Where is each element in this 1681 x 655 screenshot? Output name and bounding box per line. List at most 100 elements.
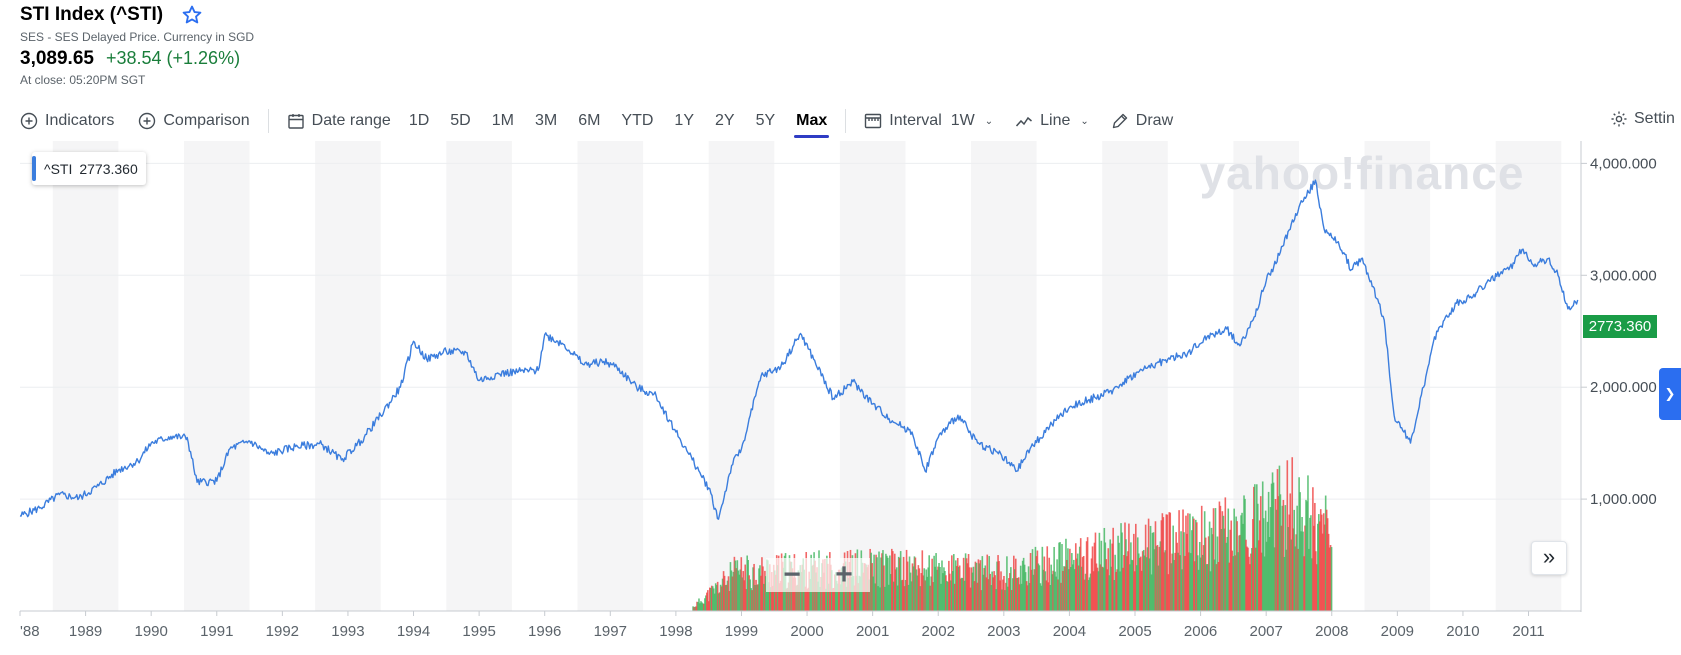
volume-bar <box>1254 484 1256 611</box>
range-3m[interactable]: 3M <box>534 112 558 129</box>
expand-panel-button[interactable]: ❯ <box>1659 368 1681 420</box>
volume-bar <box>1123 555 1125 611</box>
volume-bar <box>817 581 819 611</box>
range-ytd[interactable]: YTD <box>621 112 654 129</box>
volume-bar <box>1073 559 1075 611</box>
volume-bar <box>697 602 699 611</box>
volume-bar <box>940 583 942 611</box>
volume-bar <box>941 560 943 611</box>
volume-bar <box>1322 513 1325 611</box>
range-1d[interactable]: 1D <box>408 112 430 129</box>
volume-bar <box>992 577 994 611</box>
volume-bar <box>1037 563 1040 611</box>
volume-bar <box>1140 570 1143 611</box>
volume-bar <box>1207 536 1210 611</box>
volume-bar <box>900 580 903 611</box>
volume-bar <box>888 584 890 611</box>
volume-bar <box>1274 499 1277 611</box>
volume-bar <box>1004 590 1006 611</box>
volume-bar <box>1307 475 1309 611</box>
draw-label: Draw <box>1135 112 1174 129</box>
range-1m[interactable]: 1M <box>491 112 514 129</box>
volume-bar <box>1155 546 1158 611</box>
volume-bar <box>1130 542 1132 611</box>
volume-bar <box>889 555 891 611</box>
volume-bar <box>758 568 760 611</box>
volume-bar <box>1063 566 1065 611</box>
volume-bar <box>932 582 934 611</box>
volume-bar <box>1312 487 1314 611</box>
volume-bar <box>870 552 872 611</box>
volume-bar <box>706 592 708 611</box>
volume-bar <box>915 569 918 611</box>
date-range-button[interactable]: Date range <box>287 112 391 130</box>
volume-bar <box>1035 556 1038 611</box>
volume-bar <box>733 556 736 611</box>
zoom-in-button[interactable]: + <box>835 558 853 591</box>
volume-bar <box>970 567 973 611</box>
volume-bar <box>1160 520 1163 611</box>
volume-bar <box>845 586 848 611</box>
volume-bar <box>950 580 952 611</box>
volume-bar <box>693 607 695 611</box>
volume-bar <box>1324 495 1327 611</box>
chart-type-button[interactable]: Line ⌄ <box>1015 112 1089 130</box>
volume-bar <box>714 583 717 611</box>
range-max[interactable]: Max <box>794 112 830 138</box>
comparison-button[interactable]: Comparison <box>138 112 250 130</box>
volume-bar <box>885 553 887 611</box>
range-1y[interactable]: 1Y <box>674 112 694 129</box>
volume-bar <box>1085 541 1088 611</box>
volume-bar <box>1264 510 1267 611</box>
volume-bar <box>1240 515 1242 611</box>
volume-bar <box>1094 532 1097 611</box>
indicators-button[interactable]: Indicators <box>20 112 114 130</box>
volume-bar <box>1314 502 1316 611</box>
volume-bar <box>1057 579 1059 611</box>
last-price-tag: 2773.360 <box>1583 315 1657 338</box>
y-axis-labels: 1,000.000 2,000.000 3,000.000 4,000.000 <box>1581 155 1657 508</box>
volume-bar <box>1168 512 1171 611</box>
volume-bar <box>787 582 790 611</box>
volume-bar <box>1294 546 1296 611</box>
volume-bar <box>886 555 888 611</box>
double-chevron-right-icon: » <box>1542 544 1556 569</box>
volume-bar <box>1031 549 1034 611</box>
volume-bar <box>1097 571 1100 611</box>
volume-bar <box>736 560 739 611</box>
interval-button[interactable]: Interval 1W ⌄ <box>864 112 993 130</box>
volume-bar <box>1058 542 1060 611</box>
volume-bar <box>1256 484 1258 611</box>
star-icon[interactable] <box>181 4 203 26</box>
volume-bar <box>1308 548 1310 611</box>
volume-bar <box>807 587 809 611</box>
volume-bar <box>1285 549 1288 611</box>
range-5d[interactable]: 5D <box>450 112 471 129</box>
indicators-label: Indicators <box>45 112 115 129</box>
close-time: At close: 05:20PM SGT <box>20 73 146 87</box>
x-tick-label: 1991 <box>200 623 233 640</box>
volume-bar <box>923 568 926 611</box>
volume-bar <box>1162 517 1165 611</box>
volume-bar <box>1317 514 1320 611</box>
settings-button[interactable]: Settin <box>1610 110 1675 128</box>
draw-button[interactable]: Draw <box>1111 112 1173 130</box>
volume-bar <box>966 563 969 611</box>
volume-bar <box>1023 564 1026 611</box>
range-6m[interactable]: 6M <box>578 112 601 129</box>
range-2y[interactable]: 2Y <box>715 112 735 129</box>
volume-bar <box>698 598 700 611</box>
range-5y[interactable]: 5Y <box>755 112 776 129</box>
scroll-to-latest-button[interactable]: » <box>1531 541 1567 575</box>
volume-bar <box>1224 497 1227 611</box>
volume-bar <box>1108 575 1111 611</box>
volume-bar <box>1221 511 1224 611</box>
volume-bar <box>1238 535 1240 611</box>
volume-bar <box>1295 534 1297 611</box>
volume-bar <box>739 569 742 611</box>
zoom-out-button[interactable]: − <box>783 558 801 591</box>
volume-bar <box>709 587 711 611</box>
volume-bar <box>1235 516 1237 611</box>
volume-bar <box>1256 503 1259 611</box>
